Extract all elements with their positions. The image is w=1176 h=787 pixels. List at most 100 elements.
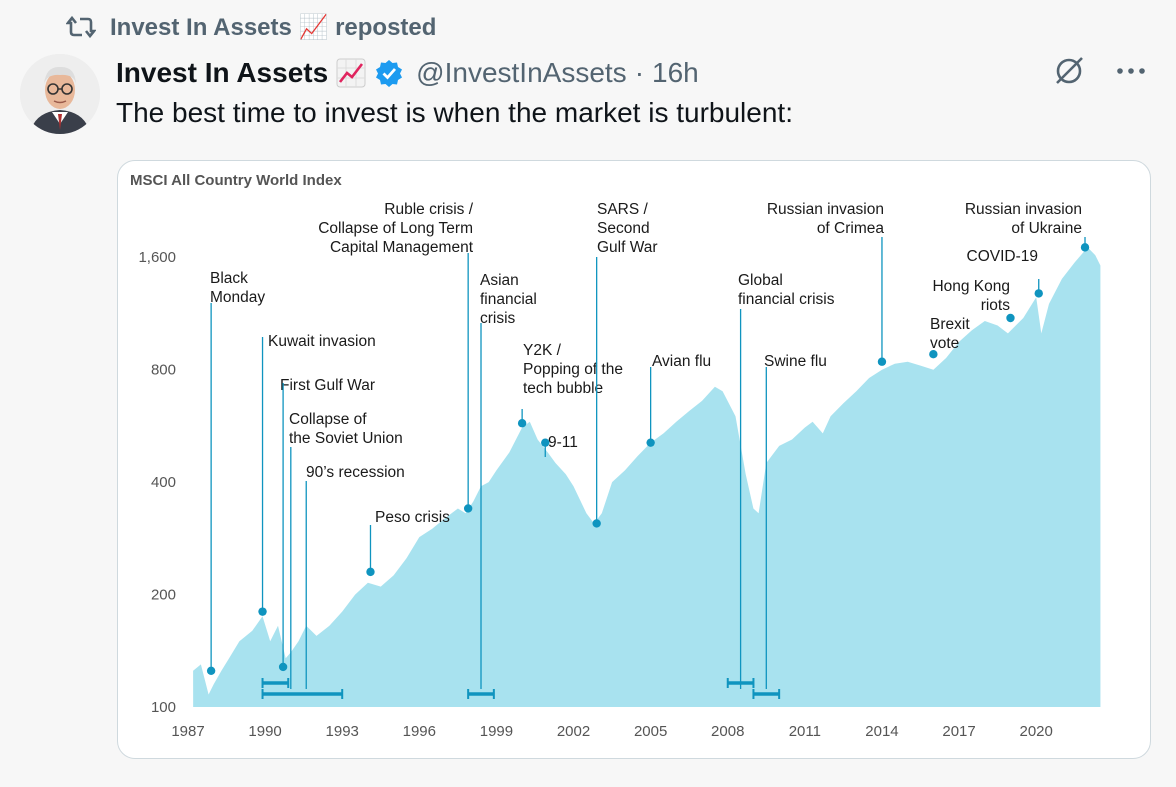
annotation-label-line: crisis: [480, 310, 516, 327]
annotation-label-line: financial: [480, 291, 537, 308]
annotation-label-line: First Gulf War: [280, 377, 375, 394]
annotation-marker: [366, 567, 375, 577]
annotation-marker: [278, 662, 288, 672]
annotation-label: Ruble crisis / Collapse of Long Term Capit…: [318, 201, 474, 256]
annotation-marker: [1006, 313, 1015, 323]
annotation-label: Russian invasion of Crimea: [767, 201, 885, 237]
annotation-label-line: Peso crisis: [375, 509, 450, 526]
annotation-label: SARS / Second Gulf War: [597, 201, 658, 256]
annotation-label-line: tech bubble: [523, 380, 603, 397]
annotation-label-line: Collapse of Long Term: [318, 220, 473, 237]
x-tick-label: 1996: [403, 723, 436, 740]
annotation-label-line: of Crimea: [817, 220, 885, 237]
annotation-label-line: COVID-19: [967, 248, 1039, 265]
annotation-label-line: Global: [738, 272, 783, 289]
annotation-label-line: Gulf War: [597, 239, 658, 256]
grok-icon[interactable]: [1052, 54, 1086, 88]
tweet-text: The best time to invest is when the mark…: [116, 97, 793, 128]
post-time[interactable]: 16h: [652, 57, 699, 88]
annotation-label-line: Y2K /: [523, 342, 562, 359]
annotation-marker: [1080, 243, 1090, 252]
y-tick-label: 200: [151, 587, 176, 604]
annotation-label-line: Collapse of: [289, 411, 367, 428]
annotation-label-line: Asian: [480, 272, 519, 289]
annotation-label: First Gulf War: [280, 377, 375, 394]
annotation-label: Russian invasion of Ukraine: [965, 201, 1082, 237]
repost-icon: [66, 15, 96, 39]
annotation-marker: [517, 419, 527, 428]
x-tick-label: 1999: [480, 723, 513, 740]
x-tick-label: 1987: [171, 723, 204, 740]
annotation-label: Brexit vote: [930, 316, 970, 352]
x-tick-label: 2011: [789, 723, 821, 740]
annotation-marker: [929, 349, 938, 359]
annotation-label-line: Second: [597, 220, 650, 237]
author-name[interactable]: Invest In Assets: [116, 57, 329, 88]
annotation-label: 90’s recession: [306, 464, 405, 481]
annotation-marker: [592, 519, 601, 528]
annotation-label-line: Monday: [210, 289, 265, 306]
y-tick-label: 100: [151, 699, 176, 716]
annotation-label-line: 9-11: [548, 434, 578, 451]
annotation-label-line: Kuwait invasion: [268, 333, 376, 350]
avatar-portrait: [20, 54, 100, 134]
annotation-label-line: Avian flu: [652, 353, 711, 370]
annotation-label: Hong Kong riots: [932, 278, 1010, 314]
x-tick-label: 1990: [248, 723, 281, 740]
chart-title: MSCI All Country World Index: [130, 172, 342, 189]
annotation-marker: [463, 504, 473, 513]
verified-badge-icon[interactable]: [374, 58, 404, 88]
annotation-label-line: Black: [210, 270, 248, 287]
separator-dot: ·: [634, 57, 645, 88]
x-tick-label: 2002: [557, 723, 590, 740]
avatar[interactable]: [20, 54, 100, 134]
tweet-header: Invest In Assets @InvestInAssets · 16h: [116, 54, 699, 92]
annotation-marker: [646, 438, 655, 447]
msci-chart: MSCI All Country World Index 100 200 400 800…: [130, 172, 1101, 740]
annotation-label-line: Popping of the: [523, 361, 623, 378]
annotation-marker: [541, 438, 550, 447]
more-icon[interactable]: [1116, 66, 1146, 76]
annotation-label-line: Ruble crisis /: [384, 201, 473, 218]
annotation-label-line: 90’s recession: [306, 464, 405, 481]
annotation-label: Global financial crisis: [738, 272, 835, 308]
x-tick-label: 1993: [326, 723, 359, 740]
annotation-label: Peso crisis: [375, 509, 450, 526]
annotation-label-line: financial crisis: [738, 291, 835, 308]
repost-header[interactable]: Invest In Assets 📈 reposted: [66, 10, 436, 44]
annotation-label: Asian financial crisis: [480, 272, 537, 327]
annotation-label: Swine flu: [764, 353, 827, 370]
annotation-marker: [258, 607, 267, 616]
x-tick-label: 2014: [865, 723, 898, 740]
annotation-label: Y2K / Popping of the tech bubble: [523, 342, 623, 397]
author-handle[interactable]: @InvestInAssets: [416, 57, 627, 88]
chart-image-card[interactable]: MSCI All Country World Index 100 200 400 800…: [117, 160, 1151, 759]
chart-emoji-icon: [336, 58, 366, 88]
annotation-marker: [1034, 289, 1043, 298]
annotation-label-line: Russian invasion: [767, 201, 884, 218]
annotation-label-line: vote: [930, 335, 959, 352]
annotation-label-line: riots: [981, 297, 1011, 314]
annotation-label-line: Hong Kong: [932, 278, 1010, 295]
post-actions: [1052, 54, 1146, 88]
annotation-marker: [206, 666, 216, 675]
index-area-series: [193, 247, 1101, 707]
annotation-label: Collapse of the Soviet Union: [289, 411, 403, 447]
annotation-label-line: the Soviet Union: [289, 430, 403, 447]
annotation-label: Black Monday: [210, 270, 265, 306]
annotation-label-line: Russian invasion: [965, 201, 1082, 218]
annotation-label-line: Capital Management: [330, 239, 474, 256]
x-tick-label: 2020: [1019, 723, 1052, 740]
annotation-label: 9-11: [548, 434, 578, 451]
x-tick-label: 2008: [711, 723, 744, 740]
annotation-label-line: SARS /: [597, 201, 649, 218]
x-tick-label: 2017: [942, 723, 975, 740]
y-tick-label: 400: [151, 474, 176, 491]
annotation-label-line: Brexit: [930, 316, 970, 333]
annotation-marker: [877, 357, 887, 366]
annotation-label: Avian flu: [652, 353, 711, 370]
annotation-label-line: Swine flu: [764, 353, 827, 370]
annotation-label: COVID-19: [967, 248, 1039, 265]
y-tick-label: 800: [151, 362, 176, 379]
repost-text: Invest In Assets 📈 reposted: [110, 13, 437, 41]
